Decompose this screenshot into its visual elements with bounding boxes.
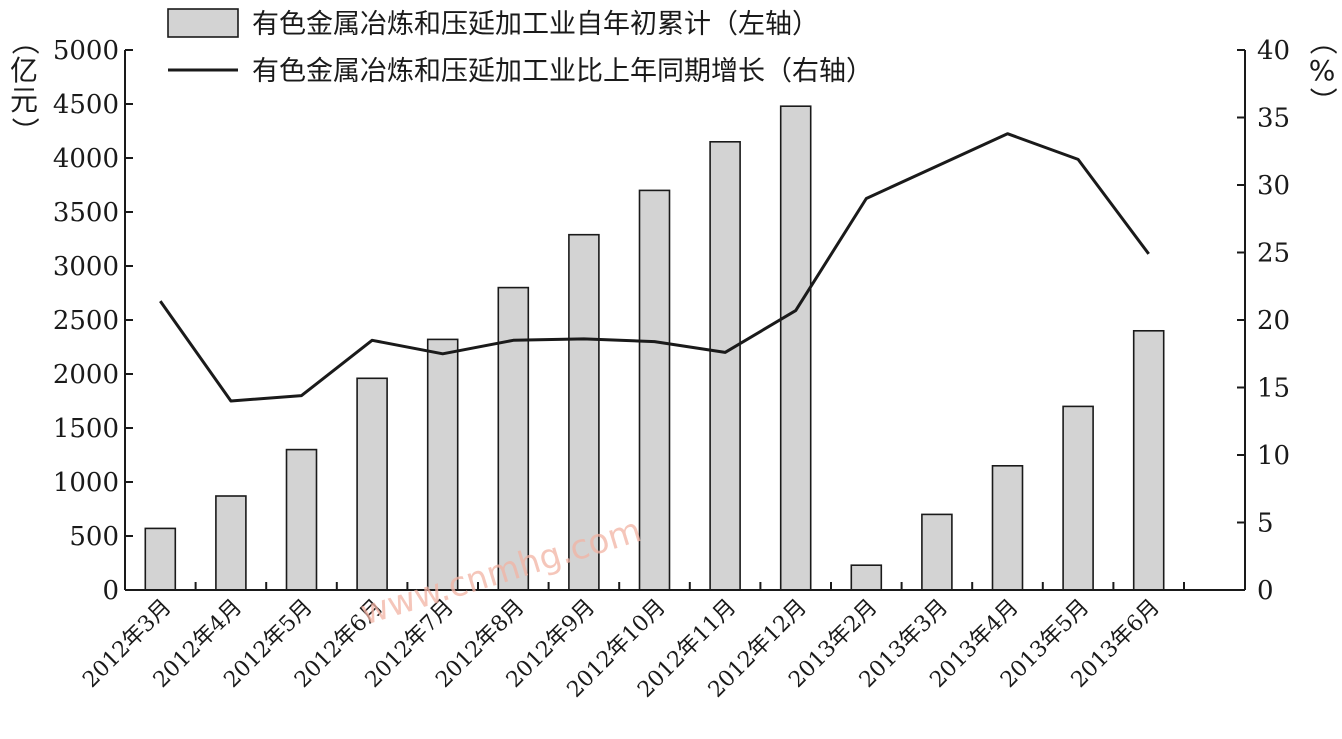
left-tick-label-5: 2500 bbox=[53, 306, 119, 336]
left-tick-label-1: 500 bbox=[69, 522, 119, 552]
left-tick-label-9: 4500 bbox=[53, 90, 119, 120]
left-tick-label-2: 1000 bbox=[53, 468, 119, 498]
svg-text:元: 元 bbox=[10, 84, 38, 117]
legend-line-label: 有色金属冶炼和压延加工业比上年同期增长（右轴） bbox=[252, 56, 873, 87]
bar-2 bbox=[285, 448, 318, 591]
bar-9 bbox=[779, 105, 812, 591]
bar-4 bbox=[426, 338, 459, 591]
right-axis-label: （%） bbox=[1306, 27, 1339, 115]
right-tick-label-8: 40 bbox=[1257, 36, 1290, 66]
right-tick-label-0: 0 bbox=[1257, 576, 1274, 606]
growth-line bbox=[159, 132, 1150, 403]
right-tick-label-2: 10 bbox=[1257, 441, 1290, 471]
category-labels: 2012年3月2012年4月2012年5月2012年6月2012年7月2012年… bbox=[78, 595, 1165, 703]
right-tick-label-6: 30 bbox=[1257, 171, 1290, 201]
left-tick-label-4: 2000 bbox=[53, 360, 119, 390]
right-tick-label-5: 25 bbox=[1257, 239, 1290, 269]
line-layer bbox=[159, 132, 1150, 403]
left-tick-label-6: 3000 bbox=[53, 252, 119, 282]
svg-text:亿: 亿 bbox=[10, 54, 38, 87]
axes-layer: 0 500 1000 1500 2000 2500 3000 3500 4000 4500 5000… bbox=[8, 27, 1339, 606]
bar-13 bbox=[1062, 405, 1094, 591]
bar-10 bbox=[850, 564, 883, 591]
right-tick-label-7: 35 bbox=[1257, 104, 1290, 134]
left-tick-label-8: 4000 bbox=[53, 144, 119, 174]
bar-12 bbox=[991, 464, 1024, 591]
bar-5 bbox=[497, 286, 530, 591]
bar-14 bbox=[1132, 329, 1165, 591]
bar-8 bbox=[709, 141, 741, 591]
bar-11 bbox=[921, 513, 953, 591]
left-tick-label-0: 0 bbox=[102, 576, 119, 606]
bar-7 bbox=[638, 189, 671, 591]
right-tick-label-4: 20 bbox=[1257, 306, 1290, 336]
left-tick-label-7: 3500 bbox=[53, 198, 119, 228]
legend-bar-label: 有色金属冶炼和压延加工业自年初累计（左轴） bbox=[252, 9, 819, 40]
legend: 有色金属冶炼和压延加工业自年初累计（左轴） 有色金属冶炼和压延加工业比上年同期增长… bbox=[167, 8, 873, 87]
right-tick-label-3: 15 bbox=[1257, 374, 1290, 404]
svg-text:（: （ bbox=[8, 27, 41, 55]
svg-text:）: ） bbox=[8, 117, 41, 145]
svg-text:（: （ bbox=[1306, 27, 1339, 55]
right-tick-label-1: 5 bbox=[1257, 509, 1274, 539]
left-axis-label: （亿元） bbox=[8, 27, 41, 145]
bar-3 bbox=[356, 377, 388, 591]
bar-1 bbox=[215, 495, 247, 591]
left-tick-label-3: 1500 bbox=[53, 414, 119, 444]
bar-0 bbox=[144, 527, 177, 591]
bars-layer bbox=[144, 105, 1165, 591]
svg-text:%: % bbox=[1309, 54, 1336, 87]
bar-6 bbox=[568, 233, 600, 591]
svg-text:）: ） bbox=[1306, 87, 1339, 115]
legend-bar-swatch bbox=[167, 8, 239, 38]
left-tick-label-10: 5000 bbox=[53, 36, 119, 66]
